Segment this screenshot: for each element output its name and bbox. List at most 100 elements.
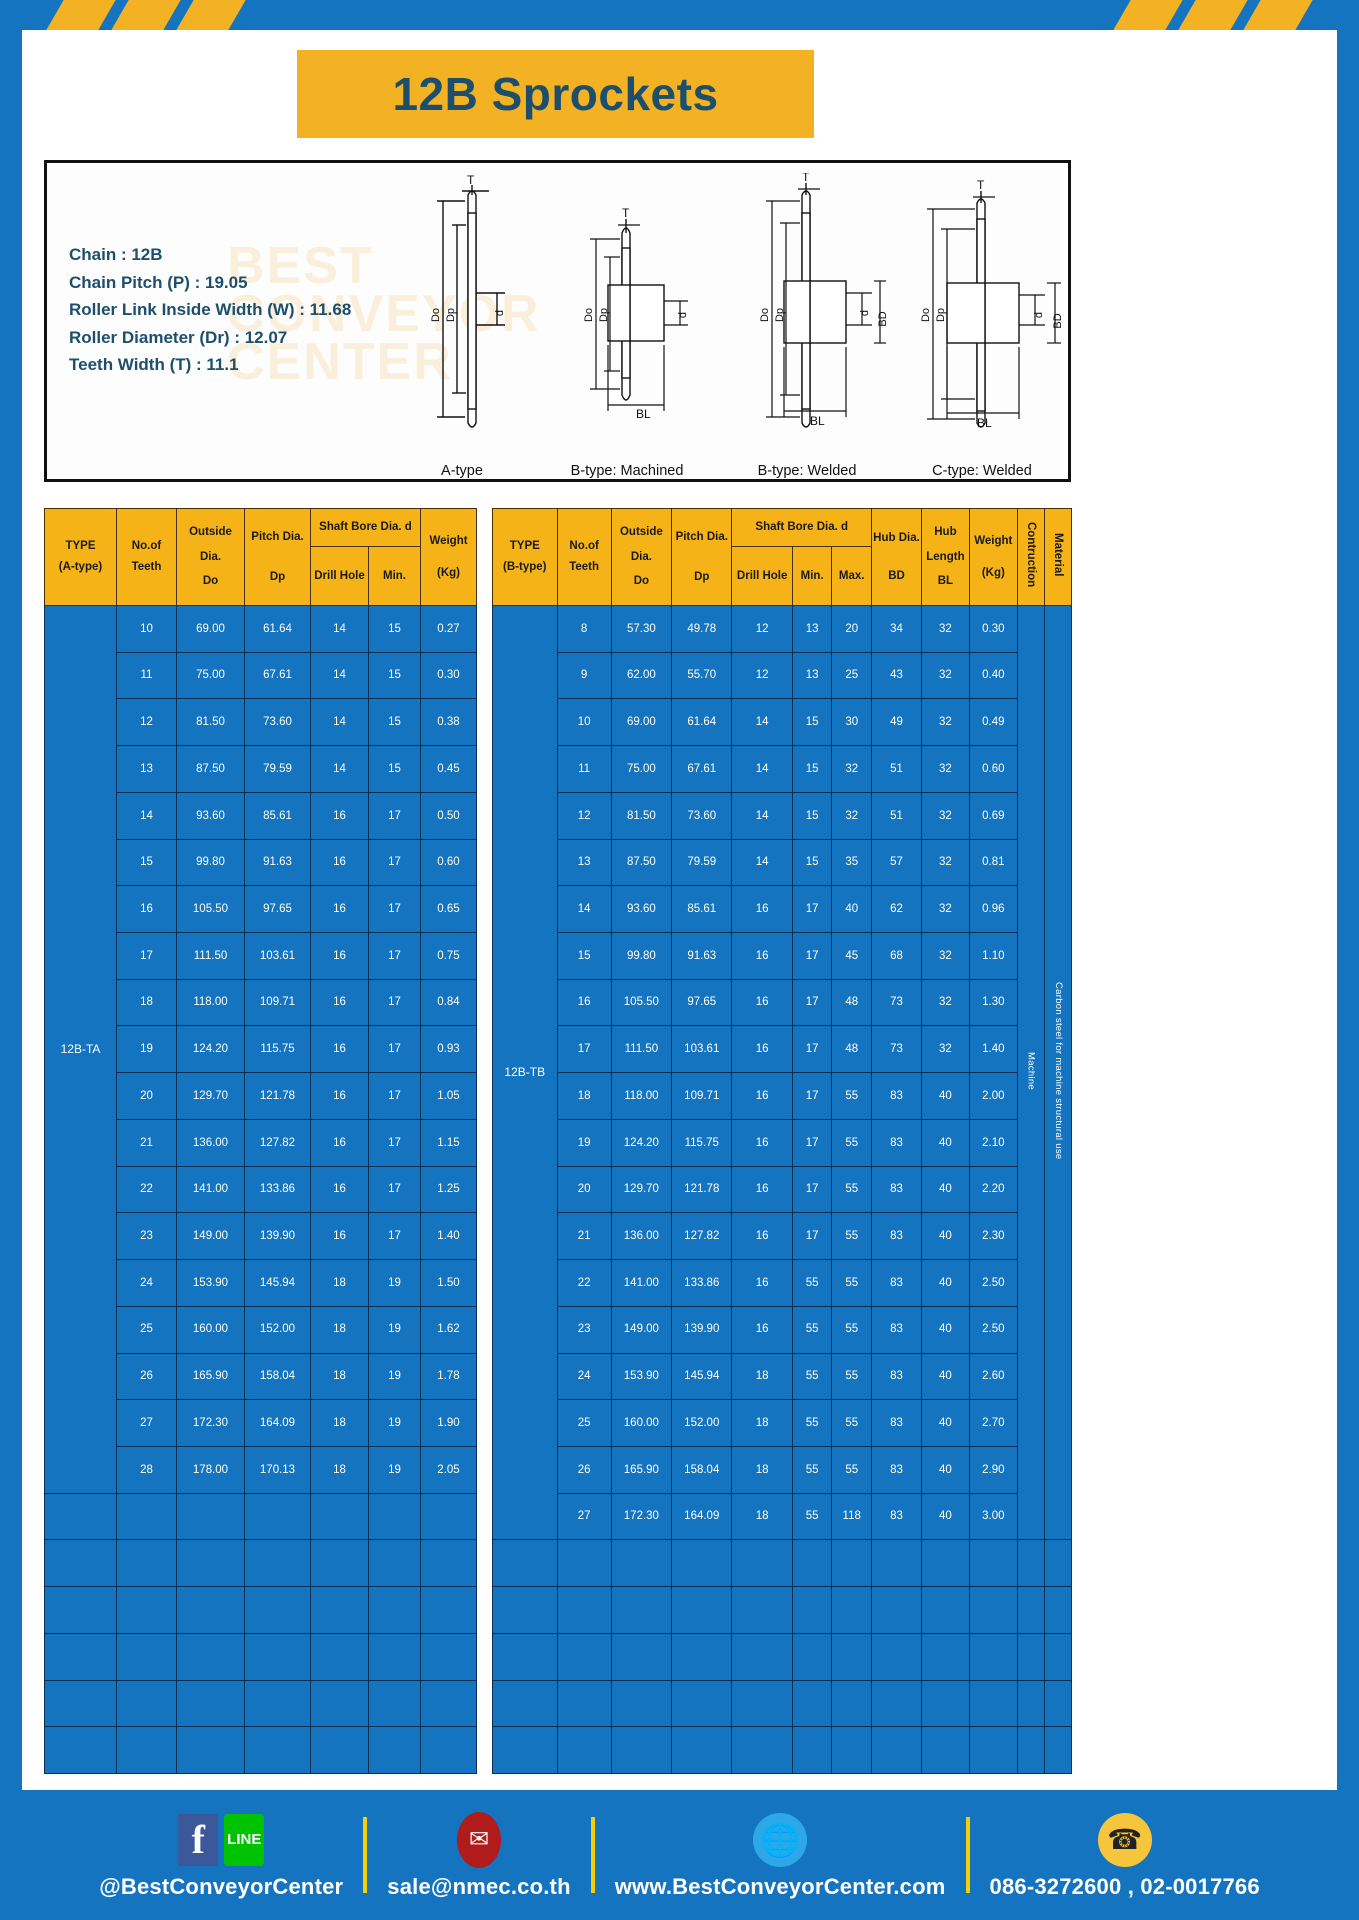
- cell-empty: [1043, 1632, 1073, 1681]
- cell-value: 20: [116, 1072, 177, 1120]
- cell-value: 178.00: [176, 1445, 245, 1494]
- caption-b-welded: B-type: Welded: [757, 463, 857, 479]
- table-row: 25 160.00 152.00 18 55 55 83 40 2.70: [493, 1399, 1072, 1447]
- cell-empty: [310, 1679, 369, 1728]
- footer-website-group[interactable]: 🌐 www.BestConveyorCenter.com: [595, 1811, 966, 1900]
- cell-value: 16: [310, 978, 369, 1027]
- cell-empty: [791, 1679, 833, 1728]
- cell-value: 16: [731, 1212, 793, 1261]
- cell-value: 97.65: [244, 885, 311, 934]
- table-row: 12 81.50 73.60 14 15 32 51 32 0.69: [493, 791, 1072, 840]
- cell-value: 170.13: [244, 1445, 311, 1494]
- cell-value: 62: [871, 885, 922, 934]
- th-b-type: TYPE (B-type): [492, 508, 558, 606]
- cell-value: 32: [920, 932, 970, 980]
- cell-value: 91.63: [244, 838, 311, 887]
- cell-value: 93.60: [610, 885, 673, 934]
- cell-value: 164.09: [244, 1399, 311, 1447]
- th-b-pitch-dia: Pitch Dia. Dp: [671, 508, 733, 606]
- footer-email-group[interactable]: ✉ sale@nmec.co.th: [367, 1811, 590, 1900]
- cell-value: 0.40: [968, 651, 1018, 700]
- cell-value: 16: [731, 932, 793, 980]
- cell-value: 83: [871, 1399, 922, 1447]
- cell-value: 14: [310, 651, 369, 700]
- cell-value: 2.60: [968, 1352, 1018, 1401]
- spec-diagram-panel: BEST CONVEYOR CENTER Chain : 12B Chain P…: [44, 160, 1071, 482]
- cell-value: 13: [556, 838, 612, 887]
- cell-value: 18: [310, 1352, 369, 1401]
- cell-empty: [731, 1539, 793, 1588]
- a-type-svg: T Do Dp d: [430, 173, 506, 428]
- cell-empty: [610, 1586, 673, 1634]
- cell-value: 1.05: [420, 1072, 477, 1120]
- line-icon[interactable]: LINE: [224, 1813, 265, 1866]
- cell-value: 2.50: [968, 1259, 1018, 1307]
- footer-phone-group[interactable]: ☎ 086-3272600 , 02-0017766: [970, 1811, 1280, 1900]
- footer-divider: [965, 1817, 970, 1893]
- cell-value: 21: [116, 1118, 177, 1167]
- cell-value: 55: [831, 1259, 873, 1307]
- cell-value: 115.75: [244, 1025, 311, 1074]
- footer-divider: [590, 1817, 595, 1893]
- cell-value: 121.78: [244, 1072, 311, 1120]
- footer-social-group[interactable]: f LINE @BestConveyorCenter: [79, 1811, 363, 1900]
- cell-value: 13: [116, 745, 177, 793]
- table-row: 12B-TA 10 69.00 61.64 14 15 0.27: [44, 605, 477, 1494]
- cell-value: 99.80: [176, 838, 245, 887]
- table-row: 18 118.00 109.71 16 17 0.84: [45, 978, 477, 1027]
- table-row-empty: [492, 1632, 1073, 1681]
- cell-value: 121.78: [671, 1165, 733, 1214]
- cell-empty: [791, 1632, 833, 1681]
- th-a-min: Min.: [368, 546, 421, 606]
- cell-value: 12: [731, 605, 793, 653]
- cell-value: 55: [831, 1445, 873, 1494]
- cell-value: 20: [556, 1165, 612, 1214]
- facebook-icon[interactable]: f: [178, 1813, 219, 1866]
- cell-value: 16: [310, 838, 369, 887]
- cell-value: 17: [791, 1025, 833, 1074]
- phone-icon[interactable]: ☎: [1097, 1812, 1152, 1867]
- cell-value: 136.00: [176, 1118, 245, 1167]
- cell-value: 16: [731, 885, 793, 934]
- cell-value: 34: [871, 605, 922, 653]
- cell-value: 139.90: [671, 1305, 733, 1354]
- table-row: 23 149.00 139.90 16 55 55 83 40 2.50: [493, 1305, 1072, 1354]
- dim-label-do: Do: [759, 308, 771, 322]
- email-address[interactable]: sale@nmec.co.th: [387, 1873, 571, 1899]
- cell-value: 83: [871, 1212, 922, 1261]
- cell-value: 0.65: [420, 885, 477, 934]
- website-url[interactable]: www.BestConveyorCenter.com: [614, 1873, 946, 1899]
- cell-value: 118: [831, 1492, 873, 1541]
- phone-numbers[interactable]: 086-3272600 , 02-0017766: [989, 1873, 1260, 1899]
- envelope-icon[interactable]: ✉: [457, 1811, 501, 1868]
- cell-value: 0.96: [968, 885, 1018, 934]
- facebook-handle[interactable]: @BestConveyorCenter: [99, 1873, 344, 1899]
- cell-empty: [556, 1726, 612, 1774]
- dim-label-do: Do: [583, 308, 595, 322]
- dim-label-bl: BL: [810, 414, 825, 428]
- cell-value: 129.70: [610, 1165, 673, 1214]
- cell-empty: [831, 1726, 873, 1774]
- cell-empty: [968, 1586, 1018, 1634]
- globe-icon[interactable]: 🌐: [753, 1812, 808, 1867]
- cell-value: 2.10: [968, 1118, 1018, 1167]
- cell-empty: [610, 1539, 673, 1588]
- cell-value: 75.00: [176, 651, 245, 700]
- cell-empty: [420, 1632, 477, 1681]
- cell-value: 16: [310, 932, 369, 980]
- cell-empty: [610, 1726, 673, 1774]
- cell-empty: [492, 1586, 558, 1634]
- dim-label-dp: Dp: [598, 308, 610, 322]
- cell-empty: [610, 1632, 673, 1681]
- table-row-empty: [492, 1539, 1073, 1588]
- cell-value: 55: [831, 1165, 873, 1214]
- dim-label-d: d: [859, 310, 871, 316]
- cell-value: 17: [556, 1025, 612, 1074]
- cell-value: 17: [368, 932, 421, 980]
- cell-value: 118.00: [610, 1072, 673, 1120]
- table-row: 16 105.50 97.65 16 17 48 73 32 1.30: [493, 978, 1072, 1027]
- cell-empty: [671, 1632, 733, 1681]
- cell-empty: [1016, 1586, 1045, 1634]
- cell-value: 0.81: [968, 838, 1018, 887]
- cell-value: 158.04: [671, 1445, 733, 1494]
